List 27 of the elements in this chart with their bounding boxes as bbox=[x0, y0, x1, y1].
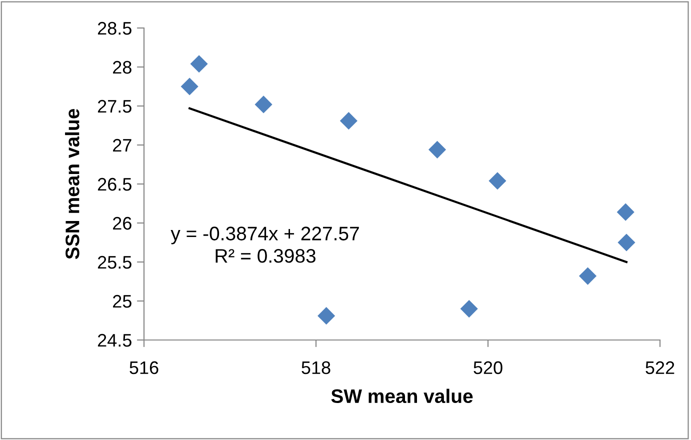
point bbox=[180, 78, 198, 96]
annotation: y = -0.3874x + 227.57 R² = 0.3983 bbox=[170, 226, 359, 263]
x-tick-label: 522 bbox=[646, 361, 674, 374]
point bbox=[318, 307, 336, 325]
point bbox=[340, 112, 358, 130]
y-tick-label: 25 bbox=[113, 294, 132, 308]
x-axis-title: SW mean value bbox=[331, 388, 473, 404]
point bbox=[190, 55, 208, 73]
y-tick-label: 26.5 bbox=[98, 178, 132, 191]
point bbox=[618, 234, 636, 252]
x-tick-label: 516 bbox=[130, 361, 158, 374]
y-tick-label: 27.5 bbox=[98, 100, 132, 113]
y-tick-label: 27 bbox=[113, 138, 132, 152]
y-tick-label: 24.5 bbox=[98, 334, 132, 347]
x-tick-label: 518 bbox=[302, 361, 330, 374]
point bbox=[428, 140, 446, 158]
point bbox=[488, 172, 506, 190]
point bbox=[578, 267, 597, 285]
y-tick-label: 25.5 bbox=[98, 256, 132, 269]
y-tick-label: 28 bbox=[113, 60, 132, 74]
point bbox=[460, 300, 478, 318]
point bbox=[254, 96, 272, 114]
y-tick-label: 28.5 bbox=[98, 22, 132, 35]
x-tick-label: 520 bbox=[474, 361, 502, 374]
y-axis-title: SSN mean value bbox=[65, 109, 80, 260]
y-tick-label: 26 bbox=[113, 216, 132, 230]
point bbox=[616, 203, 634, 221]
